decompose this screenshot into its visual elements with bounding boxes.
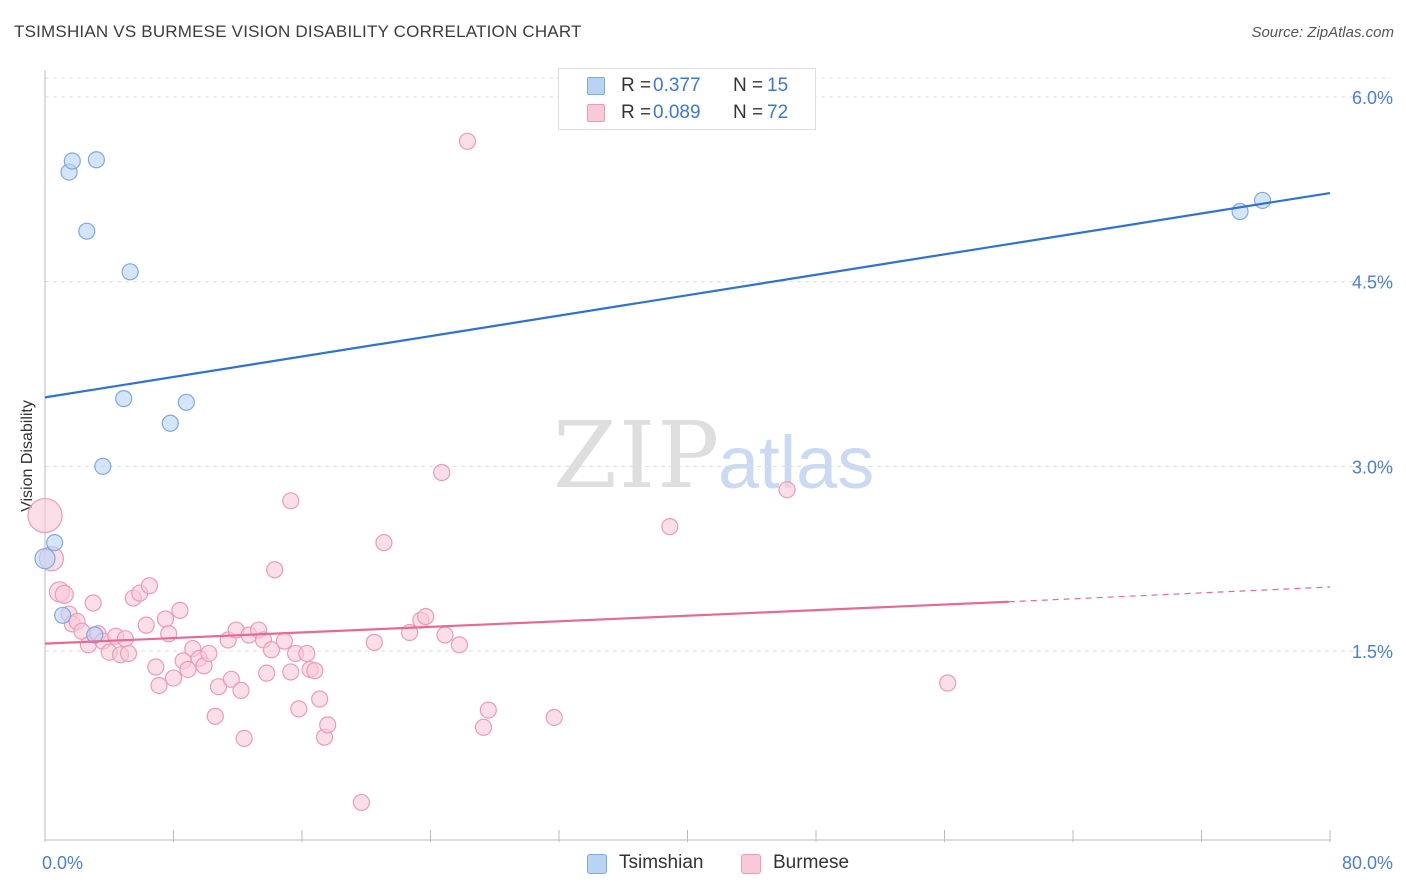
legend-r-label: R = (621, 75, 652, 96)
legend-n-value: 72 (767, 102, 789, 123)
burmese-point (275, 632, 293, 650)
burmese-point (433, 463, 451, 482)
burmese-point (436, 626, 454, 644)
burmese-point (209, 678, 228, 696)
burmese-point (222, 670, 240, 688)
burmese-point (200, 644, 218, 663)
tsimshian-legend-swatch (587, 854, 607, 874)
burmese-point (319, 716, 337, 734)
burmese-point (298, 644, 316, 663)
burmese-trend-extension (1008, 586, 1331, 603)
burmese-point (258, 664, 276, 682)
tsimshian-point (78, 222, 96, 240)
tsimshian-point (121, 263, 139, 281)
burmese-point (545, 708, 563, 727)
burmese-point (150, 676, 168, 695)
burmese-point (290, 700, 308, 718)
y-tick-label: 6.0% (1352, 88, 1393, 108)
burmese-point (84, 594, 102, 612)
burmese-point (352, 793, 371, 812)
watermark-atlas: atlas (718, 421, 875, 504)
burmese-point (282, 492, 300, 510)
burmese-point (116, 630, 134, 648)
legend-n-label: N = (733, 75, 764, 96)
chart-source: Source: ZipAtlas.com (1251, 24, 1394, 41)
legend-n-label: N = (733, 102, 764, 123)
y-tick-label: 1.5% (1352, 642, 1393, 662)
burmese-point (206, 707, 224, 725)
tsimshian-point (46, 534, 64, 552)
burmese-point (450, 636, 469, 654)
tsimshian-point (94, 457, 112, 475)
burmese-point (311, 690, 329, 708)
burmese-legend-swatch (741, 854, 761, 874)
legend-r-value: 0.089 (653, 102, 701, 123)
burmese-point (474, 718, 493, 736)
tsimshian-point (87, 151, 106, 169)
y-tick-label: 4.5% (1352, 273, 1393, 293)
y-tick-label: 3.0% (1352, 457, 1393, 477)
burmese-point (137, 616, 155, 634)
tsimshian-point (161, 414, 179, 432)
burmese-point (365, 633, 383, 651)
tsimshian-point (115, 390, 133, 408)
stats-legend: R = 0.377 N = 15 R = 0.089 N = 72 (558, 68, 816, 130)
tsimshian-point (86, 626, 104, 644)
burmese-point (778, 481, 796, 499)
burmese-trend-line (44, 600, 1009, 645)
burmese-point (661, 518, 679, 536)
burmese-legend-label: Burmese (773, 852, 850, 873)
burmese-point (375, 534, 393, 552)
burmese-point (147, 658, 165, 676)
tsimshian-point (1253, 191, 1272, 210)
tsimshian-point (177, 393, 195, 411)
burmese-point (179, 660, 197, 679)
burmese-point (156, 610, 175, 628)
burmese-point (171, 601, 189, 619)
tsimshian-trend-line (44, 191, 1331, 399)
burmese-point (266, 561, 284, 579)
burmese-point (232, 681, 250, 699)
tsimshian-point (63, 152, 81, 170)
burmese-point (282, 663, 300, 681)
burmese-point (417, 607, 435, 626)
tsimshian-point (34, 548, 56, 570)
legend-r-value: 0.377 (653, 75, 701, 96)
chart-title: TSIMSHIAN VS BURMESE VISION DISABILITY C… (14, 22, 582, 41)
burmese-point (54, 584, 74, 604)
burmese-swatch (587, 104, 605, 122)
burmese-point (164, 669, 183, 687)
x-tick-label: 0.0% (42, 853, 83, 873)
burmese-point (140, 577, 159, 595)
burmese-point (119, 644, 138, 663)
legend-n-value: 15 (767, 75, 789, 96)
tsimshian-point (54, 606, 72, 624)
tsimshian-swatch (587, 77, 605, 95)
x-tick-label: 80.0% (1342, 853, 1393, 873)
burmese-point (458, 132, 477, 150)
legend-r-label: R = (621, 102, 652, 123)
watermark-zip: ZIP (553, 402, 722, 509)
burmese-point (479, 701, 497, 719)
burmese-point (939, 674, 957, 692)
burmese-point (235, 729, 253, 748)
burmese-point (262, 641, 281, 659)
tsimshian-legend-label: Tsimshian (619, 852, 704, 873)
burmese-point (306, 662, 324, 680)
burmese-point (27, 497, 63, 534)
